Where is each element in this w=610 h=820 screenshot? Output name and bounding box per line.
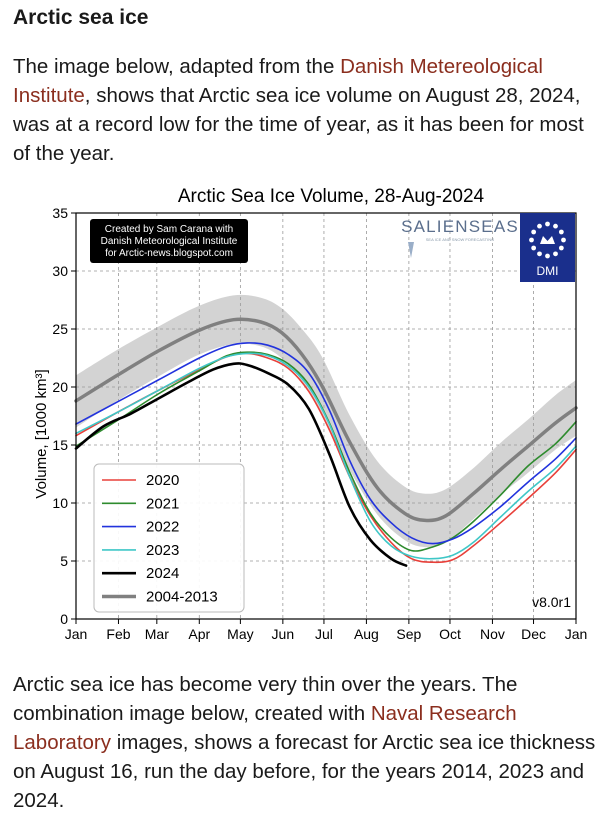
dmi-dot [545,253,550,259]
credit-box: Created by Sam Carana with Danish Meteor… [90,219,248,263]
dmi-dot [545,221,550,227]
y-tick-label: 30 [52,263,68,279]
chart-legend: 2020 2021 2022 2023 2024 2004-2013 [93,463,245,613]
plot-area: 0 5 10 15 20 25 30 35 Jan Feb Mar Apr May Jun Jul Aug Se… [52,205,587,642]
y-tick-label: 15 [52,437,68,453]
version-label: v8.0r1 [532,594,571,610]
dmi-dot [558,245,564,251]
thickness-paragraph: Arctic sea ice has become very thin over… [13,670,603,815]
intro-text-after: , shows that Arctic sea ice volume on Au… [13,84,584,165]
dmi-dot [537,251,542,257]
legend-label-2024: 2024 [146,565,179,582]
legend-label-2004-2013: 2004-2013 [146,589,218,606]
salienseas-logo: SALIENSEAS SEA ICE AND SNOW FORECASTING [401,217,519,258]
dmi-logo: DMI [520,213,575,282]
thickness-text-before: Arctic sea ice has become very thin over… [13,673,518,725]
series-line-2024 [74,362,408,567]
salienseas-subtitle: SEA ICE AND SNOW FORECASTING [426,237,494,242]
sea-ice-volume-chart: Arctic Sea Ice Volume, 28-Aug-2024 Volum… [33,186,587,642]
x-tick-label: Mar [145,626,169,642]
nrl-link[interactable]: Naval Research Laboratory [13,702,517,754]
x-tick-label: Jul [315,626,333,642]
credit-line-3: for Arctic-news.blogspot.com [105,248,233,259]
x-tick-label: Jun [272,626,295,642]
y-tick-label: 10 [52,495,68,511]
legend-label-2020: 2020 [146,472,179,489]
x-tick-label: Sep [396,626,421,642]
y-axis-label: Volume, [1000 km³] [33,369,50,498]
legend-box [93,463,245,613]
intro-paragraph: The image below, adapted from the Danish… [13,52,603,168]
dmi-dot [558,229,564,235]
thickness-text-after: images, shows a forecast for Arctic sea … [13,731,596,812]
x-tick-label: Jan [65,626,88,642]
salienseas-drop-icon [408,242,414,258]
credit-line-2: Danish Meteorological Institute [101,236,238,247]
legend-label-2023: 2023 [146,542,179,559]
credit-background [90,219,248,263]
y-tick-label: 0 [60,611,68,627]
dmi-star-icon [529,221,566,259]
x-tick-label: Apr [188,626,210,642]
y-tick-label: 35 [52,205,68,221]
article-heading: Arctic sea ice [13,6,149,29]
series-line-2023 [75,352,577,560]
dmi-link[interactable]: Danish Metereological Institute [13,55,543,107]
intro-text-before: The image below, adapted from the [13,55,341,78]
dmi-dot [531,245,537,251]
y-tick-label: 25 [52,321,68,337]
y-tick-label: 5 [60,553,68,569]
dmi-logo-label: DMI [537,264,559,278]
plot-frame [75,212,577,620]
chart-title: Arctic Sea Ice Volume, 28-Aug-2024 [178,186,485,207]
y-tick-label: 20 [52,379,68,395]
salienseas-wordmark: SALIENSEAS [401,217,519,236]
dmi-dot [531,229,537,235]
x-tick-label: Feb [106,626,130,642]
series-line-2004-2013 [74,317,578,523]
x-tick-label: Nov [480,626,505,642]
dmi-crown-icon [540,236,555,244]
series-line-2021 [75,351,577,552]
credit-line-1: Created by Sam Carana with [105,224,233,235]
dmi-dot [537,223,542,229]
dmi-dot [561,237,566,243]
legend-label-2022: 2022 [146,519,179,536]
x-tick-label: Oct [439,626,461,642]
x-tick-label: Jan [565,626,588,642]
dmi-dot [553,223,558,229]
x-tick-label: Dec [521,626,546,642]
x-tick-label: Aug [354,626,379,642]
dmi-dot [553,251,558,257]
series-line-2022 [75,342,577,545]
dmi-dot [529,237,534,243]
x-tick-label: May [227,626,253,642]
legend-label-2021: 2021 [146,495,179,512]
